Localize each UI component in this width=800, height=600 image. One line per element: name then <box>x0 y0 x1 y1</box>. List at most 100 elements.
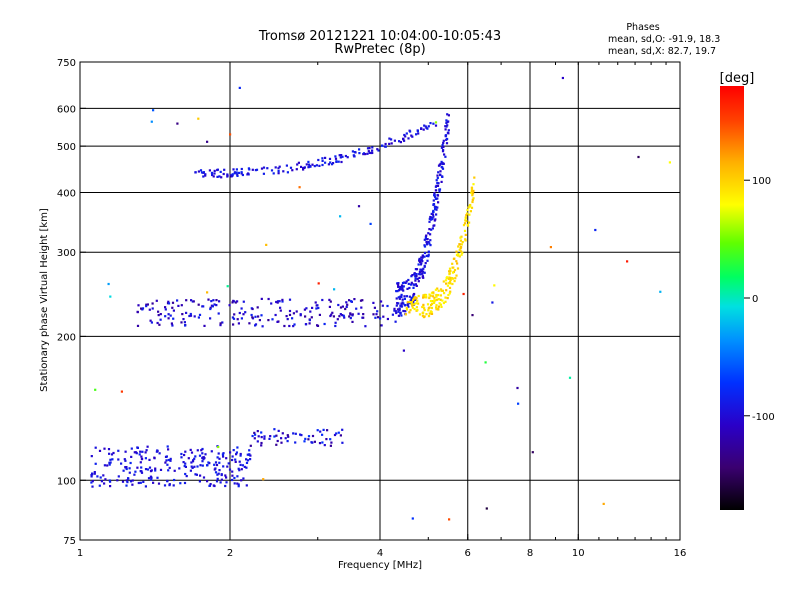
data-point <box>422 311 425 314</box>
data-point <box>121 480 125 483</box>
data-point <box>146 303 149 306</box>
data-point <box>308 163 311 166</box>
data-point <box>404 310 407 313</box>
data-point <box>139 450 142 453</box>
data-point <box>413 307 416 311</box>
data-point <box>364 325 367 328</box>
data-point <box>110 453 114 456</box>
data-point <box>167 469 170 472</box>
data-point <box>436 287 439 290</box>
data-point <box>401 298 404 301</box>
data-point <box>447 120 450 123</box>
data-point <box>372 313 375 316</box>
data-point <box>245 461 249 464</box>
data-point <box>460 250 463 253</box>
data-point <box>249 458 252 461</box>
data-point <box>381 144 384 147</box>
data-point <box>237 483 240 486</box>
y-tick-label: 400 <box>57 188 76 199</box>
data-point <box>156 449 159 452</box>
data-point <box>98 484 101 487</box>
data-point <box>299 314 302 317</box>
data-point <box>353 151 356 154</box>
data-point <box>409 299 412 302</box>
data-point <box>400 314 403 317</box>
data-point <box>433 299 436 302</box>
data-point <box>238 311 241 315</box>
colorbar <box>720 86 744 510</box>
data-point <box>432 215 435 218</box>
data-point <box>375 313 378 316</box>
data-point <box>339 306 343 309</box>
data-point <box>220 176 223 179</box>
data-point <box>424 294 428 297</box>
data-point <box>349 300 353 303</box>
data-point <box>286 434 289 437</box>
data-point <box>401 286 404 289</box>
data-point <box>224 484 227 488</box>
data-point <box>334 321 337 324</box>
data-point <box>362 152 366 155</box>
data-point <box>236 173 239 176</box>
data-point <box>286 171 289 174</box>
data-point <box>413 292 416 296</box>
data-point <box>128 471 131 474</box>
data-point <box>294 441 297 444</box>
data-point <box>275 443 278 446</box>
data-point <box>178 467 181 470</box>
data-point <box>303 166 306 169</box>
data-point <box>415 306 418 309</box>
data-point <box>244 311 247 314</box>
data-point <box>430 306 433 310</box>
data-point <box>189 448 192 451</box>
data-point <box>271 318 274 321</box>
data-point <box>382 315 385 318</box>
x-tick-label: 2 <box>227 548 233 559</box>
data-point <box>148 458 151 461</box>
data-point <box>444 279 448 282</box>
data-point <box>328 157 332 160</box>
data-point <box>415 133 418 136</box>
noise-point <box>152 109 155 112</box>
data-point <box>390 142 393 145</box>
data-point <box>464 216 467 219</box>
data-point <box>283 324 286 328</box>
data-point <box>285 315 288 318</box>
noise-point <box>333 288 336 291</box>
data-point <box>247 167 250 170</box>
data-point <box>446 297 449 300</box>
data-point <box>421 256 424 259</box>
x-tick-label: 10 <box>572 548 585 559</box>
data-point <box>405 132 408 135</box>
data-point <box>448 272 451 275</box>
data-point <box>305 307 308 310</box>
noise-point <box>471 314 474 317</box>
data-point <box>198 454 202 457</box>
data-point <box>470 190 473 193</box>
data-point <box>190 299 193 302</box>
data-point <box>358 152 361 155</box>
data-point <box>200 171 204 174</box>
data-point <box>434 197 437 200</box>
data-point <box>127 477 130 480</box>
data-point <box>196 449 199 452</box>
data-point <box>241 464 244 467</box>
data-point <box>262 166 266 169</box>
data-point <box>361 299 364 302</box>
data-point <box>224 474 227 477</box>
data-point <box>329 438 332 441</box>
data-point <box>435 295 438 298</box>
data-point <box>417 294 420 298</box>
data-point <box>139 470 142 473</box>
data-point <box>209 307 212 311</box>
data-point <box>432 199 435 202</box>
data-point <box>219 170 222 173</box>
data-point <box>150 476 153 479</box>
data-point <box>412 300 415 303</box>
colorbar-tick-label: 100 <box>752 176 771 187</box>
data-point <box>313 440 316 443</box>
data-point <box>237 467 240 470</box>
data-point <box>324 161 327 164</box>
data-point <box>215 299 218 302</box>
data-point <box>237 322 240 325</box>
